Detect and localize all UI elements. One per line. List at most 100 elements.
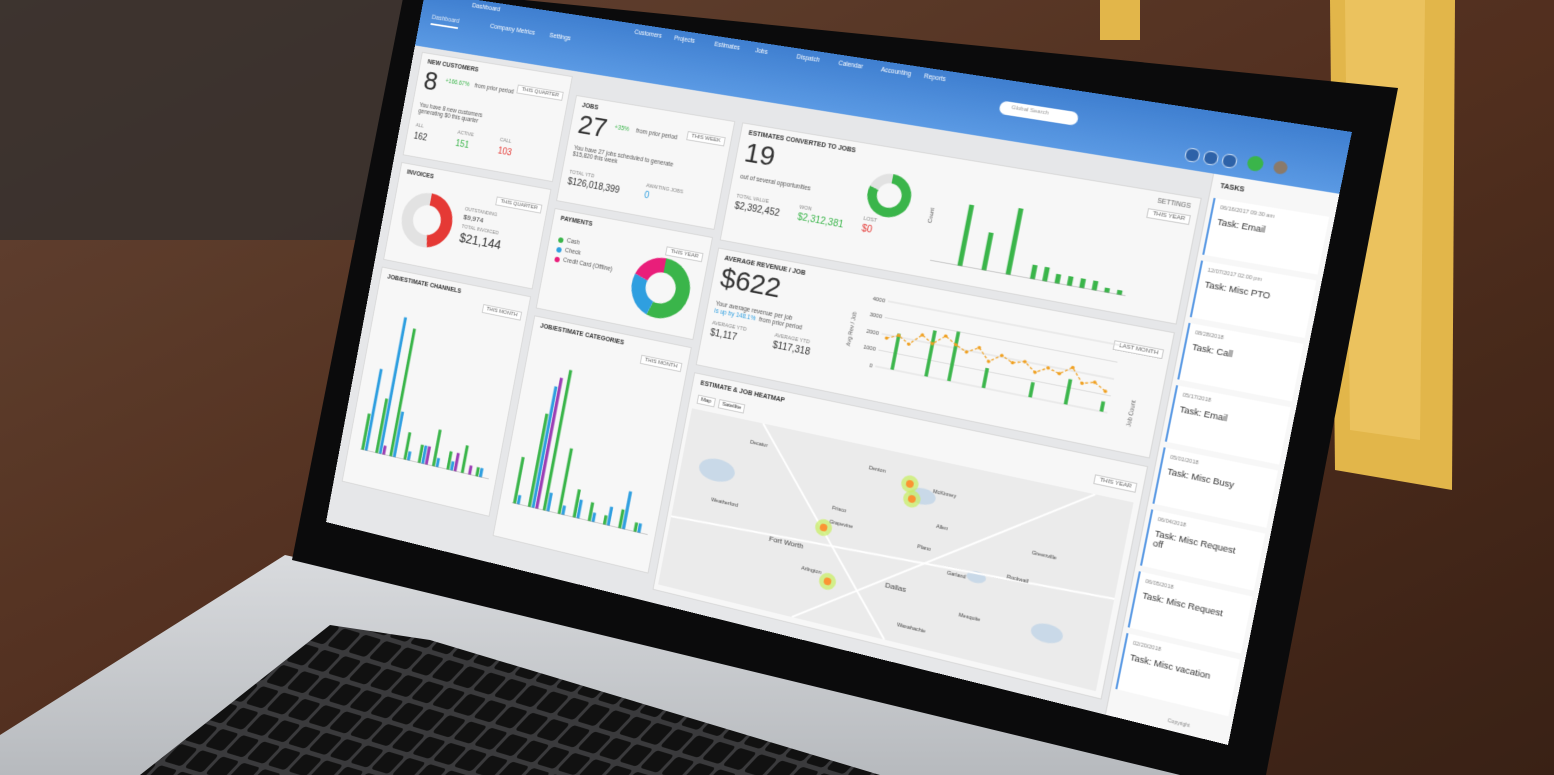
task-date: 06/05/2018	[1144, 578, 1174, 591]
task-title: Task: Email	[1216, 216, 1267, 235]
search-placeholder: Global Search	[1010, 105, 1050, 117]
chart-area	[360, 316, 517, 479]
task-date: 05/01/2018	[1169, 454, 1199, 467]
menu-item[interactable]: Jobs	[754, 47, 769, 56]
map-type-button[interactable]: Satellite	[717, 399, 746, 414]
task-title: Task: Misc vacation	[1129, 652, 1212, 681]
card-title: INVOICES	[406, 169, 435, 181]
period-dropdown[interactable]: THIS WEEK	[686, 131, 726, 147]
bar	[453, 452, 460, 472]
line-point	[1022, 359, 1027, 364]
avatar	[1272, 160, 1289, 176]
dashboard-screen: Dashboard Customers Projects Estimates Jobs D…	[326, 0, 1352, 745]
menu-item[interactable]: Estimates	[713, 41, 741, 52]
bar	[1063, 378, 1073, 405]
bar	[957, 204, 975, 267]
big-number: 19	[742, 137, 778, 173]
icon-button[interactable]	[1183, 147, 1201, 164]
x-axis	[930, 261, 1125, 296]
donut-segment	[635, 277, 655, 308]
bar	[1091, 280, 1099, 291]
card-title: PAYMENTS	[559, 215, 593, 228]
line-point	[1079, 381, 1085, 386]
task-date: 05/17/2018	[1181, 392, 1212, 404]
icon-button[interactable]	[1220, 153, 1239, 170]
stat-value: 162	[412, 131, 428, 144]
chart-area	[856, 163, 923, 228]
stat-label: CALL	[499, 137, 512, 145]
menu-item[interactable]: Accounting	[880, 66, 912, 78]
period-dropdown[interactable]: THIS QUARTER	[516, 84, 564, 101]
lake	[697, 455, 737, 486]
stat-value: $2,392,452	[733, 200, 781, 219]
card-title: JOB/ESTIMATE CHANNELS	[386, 273, 462, 295]
bar	[947, 331, 961, 382]
task-title: Task: Misc Busy	[1166, 466, 1236, 490]
stat-value: 151	[454, 138, 470, 151]
donut-segment	[874, 176, 892, 190]
bar	[633, 522, 639, 533]
menu-item[interactable]: Projects	[673, 35, 696, 45]
menu-item[interactable]: Calendar	[837, 60, 864, 71]
card: JOB/ESTIMATE CATEGORIES THIS MONTH	[492, 315, 692, 574]
bar	[561, 505, 567, 516]
big-number: 27	[575, 109, 610, 144]
bar	[1079, 278, 1086, 289]
bar	[924, 330, 937, 377]
tab[interactable]: Settings	[548, 32, 572, 43]
donut-segment	[423, 199, 450, 244]
chart-area	[930, 204, 1141, 296]
task-title: Task: Misc Request off	[1152, 528, 1237, 556]
stat-label: WON	[798, 204, 813, 213]
grid-line	[878, 350, 1110, 396]
bar	[981, 232, 994, 271]
icon-button[interactable]	[1202, 150, 1220, 167]
change: +35%	[614, 124, 630, 134]
chart-area	[393, 185, 460, 256]
lake	[1029, 620, 1065, 647]
chart-area	[623, 250, 698, 327]
card: JOBS THIS WEEK 27 +35% from prior period You …	[556, 94, 736, 230]
tab[interactable]: Dashboard	[430, 14, 460, 30]
line-point	[986, 359, 991, 364]
grid-line	[875, 366, 1107, 412]
line-point	[884, 336, 889, 341]
y-tick-label: 1000	[862, 344, 876, 353]
bar	[1099, 401, 1106, 412]
card: AVERAGE REVENUE / JOB LAST MONTH $622 Your …	[695, 247, 1175, 459]
menu-item[interactable]: Reports	[923, 73, 947, 84]
bar	[378, 316, 407, 455]
menu-item[interactable]: Dispatch	[795, 53, 821, 64]
legend-swatch	[555, 246, 562, 254]
menu-item[interactable]: Customers	[633, 29, 663, 40]
y-tick-label: 2000	[866, 328, 880, 337]
bar	[361, 413, 371, 451]
line-point	[1057, 371, 1062, 376]
note: You have 8 new customers generating $0 t…	[417, 102, 483, 125]
period-dropdown[interactable]: THIS YEAR	[1093, 474, 1138, 493]
bar	[1066, 275, 1074, 287]
bar	[392, 411, 405, 458]
stat-value: $2,312,381	[796, 212, 845, 231]
period-dropdown[interactable]: THIS QUARTER	[495, 196, 543, 214]
period-dropdown[interactable]: THIS MONTH	[481, 303, 523, 321]
card: INVOICES THIS QUARTER OUTSTANDING $9,974 TOT…	[383, 161, 552, 290]
tab[interactable]: Company Metrics	[489, 23, 536, 37]
panel-title: TASKS	[1219, 182, 1245, 194]
change-text: from prior period	[474, 82, 515, 96]
bar	[602, 515, 608, 526]
period-dropdown[interactable]: THIS MONTH	[639, 354, 683, 373]
bar	[1029, 264, 1038, 280]
bar	[531, 386, 558, 509]
bar	[1005, 208, 1024, 276]
stat-value: $126,018,399	[566, 176, 621, 196]
task-title: Task: Misc PTO	[1203, 279, 1272, 301]
search-box[interactable]: Global Search	[998, 100, 1080, 126]
map-type-button[interactable]: Map	[696, 394, 716, 408]
add-button[interactable]	[1246, 154, 1265, 173]
period-dropdown[interactable]: THIS YEAR	[1146, 208, 1191, 226]
card-title: JOB/ESTIMATE CATEGORIES	[539, 323, 625, 347]
settings-button[interactable]: SETTINGS	[1156, 197, 1192, 211]
stat-label: ALL	[415, 122, 425, 130]
task-title: Task: Call	[1191, 341, 1234, 360]
